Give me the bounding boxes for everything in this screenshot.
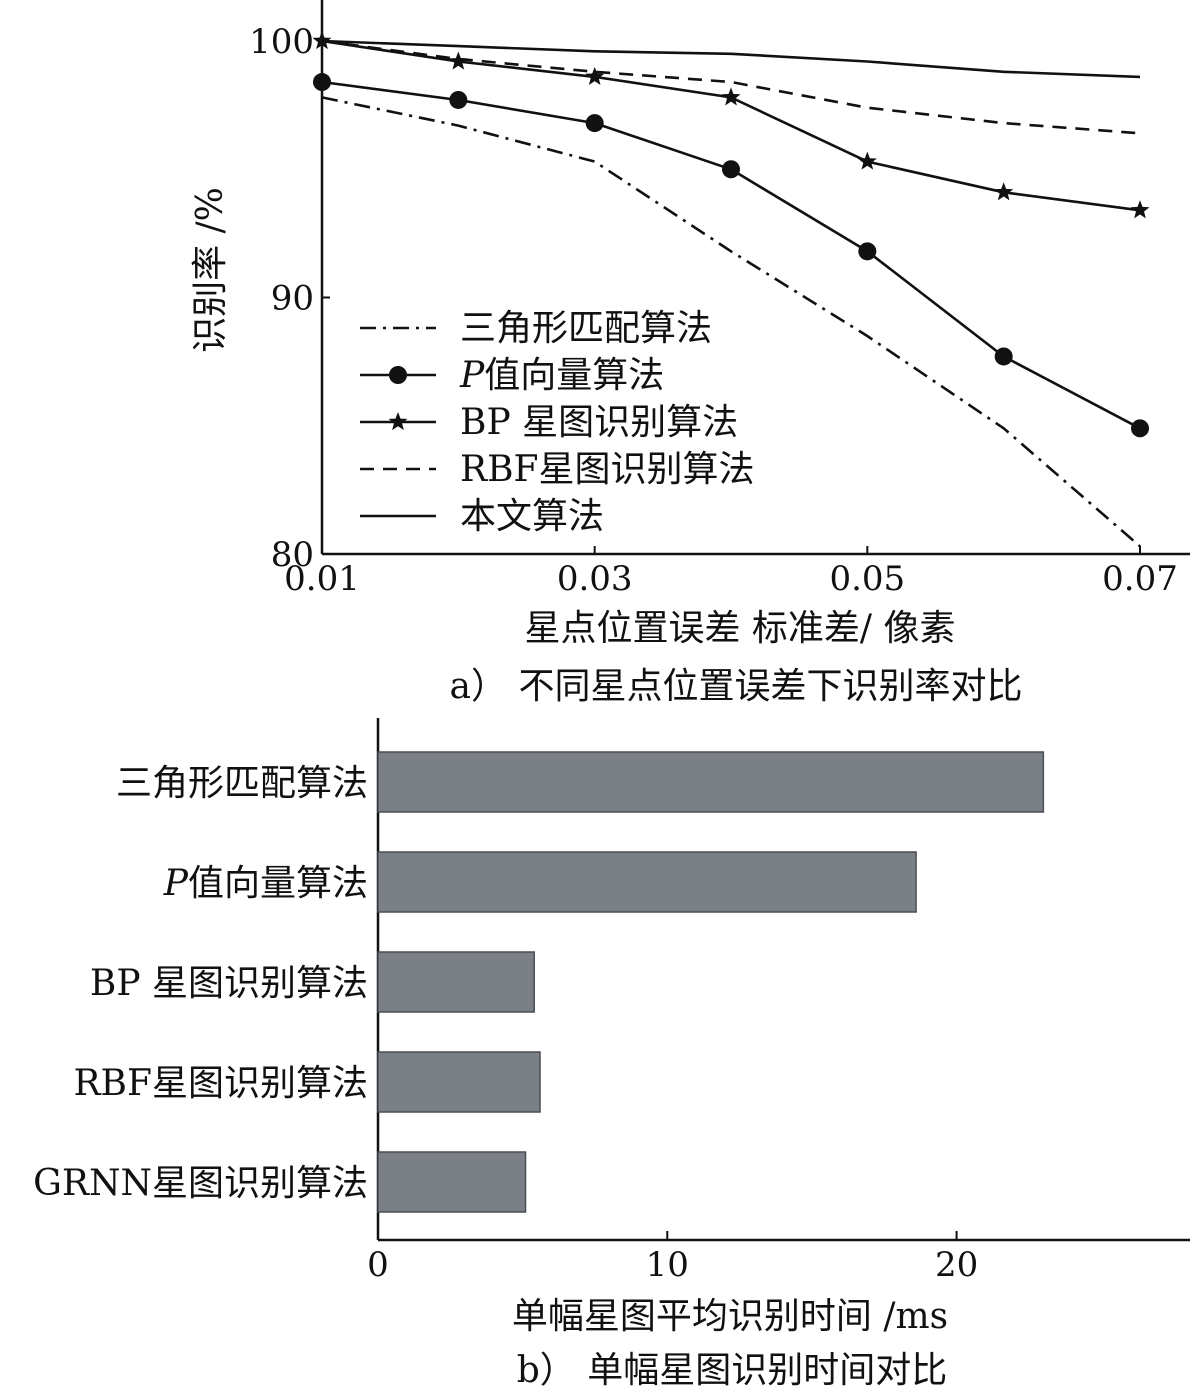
- bar: [377, 1151, 527, 1213]
- category-label-text: GRNN星图识别算法: [33, 1163, 368, 1204]
- legend-label: RBF星图识别算法: [460, 449, 755, 490]
- chart-a-y-axis-label: 识别率 /%: [190, 187, 231, 353]
- x-tick-label: 0.01: [284, 559, 360, 599]
- category-label: GRNN星图识别算法: [33, 1163, 368, 1204]
- x-tick-label: 0.03: [557, 559, 633, 599]
- data-point-marker: [313, 73, 331, 92]
- y-tick-label: 90: [271, 279, 314, 319]
- category-label: BP 星图识别算法: [90, 963, 368, 1004]
- category-label-text: RBF星图识别算法: [73, 1063, 368, 1104]
- data-point-marker: [994, 182, 1014, 201]
- data-point-marker: [312, 31, 332, 50]
- data-point-marker: [585, 114, 604, 133]
- legend-marker: [388, 412, 408, 431]
- bar: [377, 1051, 541, 1113]
- data-point-marker: [448, 51, 468, 70]
- data-point-marker: [1130, 200, 1150, 219]
- legend-label-text: BP 星图识别算法: [460, 402, 738, 443]
- bar: [377, 751, 1045, 813]
- data-point-marker: [1131, 419, 1149, 438]
- chart-b-caption: b） 单幅星图识别时间对比: [517, 1350, 948, 1391]
- category-label: RBF星图识别算法: [73, 1063, 368, 1104]
- series-line: [321, 80, 1141, 430]
- legend-label-text: 本文算法: [460, 496, 604, 537]
- x-tick-label: 10: [646, 1245, 689, 1285]
- series-line: [321, 39, 1141, 79]
- chart-b-bars: [377, 751, 1045, 1213]
- category-label-italic-prefix: P: [163, 863, 189, 904]
- category-label: 三角形匹配算法: [116, 763, 368, 804]
- chart-b-category-labels: 三角形匹配算法 P值向量算法 BP 星图识别算法 RBF星图识别算法 GRNN星图识别算…: [33, 763, 368, 1204]
- data-point-marker: [585, 66, 605, 85]
- legend-label-italic-prefix: P: [459, 355, 485, 396]
- legend-item: RBF星图识别算法: [360, 449, 755, 490]
- data-point-marker: [721, 87, 741, 106]
- series-2: [312, 31, 1150, 219]
- series-line: [321, 39, 1141, 212]
- legend-label: 三角形匹配算法: [460, 308, 712, 349]
- chart-b-x-axis-label: 单幅星图平均识别时间 /ms: [512, 1296, 948, 1337]
- category-label-text: 值向量算法: [188, 863, 368, 904]
- bar: [377, 951, 535, 1013]
- recognition-time-chart: 三角形匹配算法 P值向量算法 BP 星图识别算法 RBF星图识别算法 GRNN星图识别算…: [33, 718, 1190, 1391]
- chart-a-series: [312, 31, 1150, 548]
- chart-a-x-axis-label: 星点位置误差 标准差/ 像素: [524, 608, 955, 649]
- series-4: [321, 39, 1141, 79]
- category-label: P值向量算法: [163, 863, 368, 904]
- chart-b-x-ticks: 0 10 20: [367, 1231, 978, 1285]
- legend-marker: [389, 366, 407, 384]
- legend-item: 本文算法: [360, 496, 604, 537]
- x-tick-label: 0: [367, 1245, 389, 1285]
- data-point-marker: [858, 242, 877, 261]
- series-0: [321, 96, 1141, 548]
- category-label-text: 三角形匹配算法: [116, 763, 368, 804]
- legend-label-text: 值向量算法: [484, 355, 664, 396]
- legend-label: BP 星图识别算法: [460, 402, 738, 443]
- data-point-marker: [994, 347, 1013, 366]
- x-tick-label: 20: [935, 1245, 978, 1285]
- y-tick-label: 100: [249, 22, 314, 62]
- legend-item: 三角形匹配算法: [360, 308, 712, 349]
- chart-a-caption: a） 不同星点位置误差下识别率对比: [450, 666, 1023, 707]
- bar: [377, 851, 917, 913]
- legend-item: BP 星图识别算法: [360, 402, 738, 443]
- x-tick-label: 0.05: [829, 559, 905, 599]
- data-point-marker: [857, 151, 877, 170]
- legend-item: P值向量算法: [360, 355, 664, 396]
- legend-label-text: 三角形匹配算法: [460, 308, 712, 349]
- recognition-rate-chart: 80 90 100 0.01 0.03 0.05 0.07 识别率 /% 星点位置误差 标…: [190, 0, 1190, 707]
- category-label-text: BP 星图识别算法: [90, 963, 368, 1004]
- y-tick-label: 80: [271, 535, 314, 575]
- legend-label: P值向量算法: [459, 355, 664, 396]
- data-point-marker: [449, 90, 468, 109]
- legend-label: 本文算法: [460, 496, 604, 537]
- x-tick-label: 0.07: [1102, 559, 1178, 599]
- chart-a-y-ticks: 80 90 100: [249, 22, 330, 575]
- series-line: [321, 96, 1141, 548]
- data-point-marker: [722, 160, 740, 179]
- chart-a-x-ticks: 0.01 0.03 0.05 0.07: [284, 546, 1178, 599]
- series-1: [313, 73, 1149, 438]
- legend-label-text: RBF星图识别算法: [460, 449, 755, 490]
